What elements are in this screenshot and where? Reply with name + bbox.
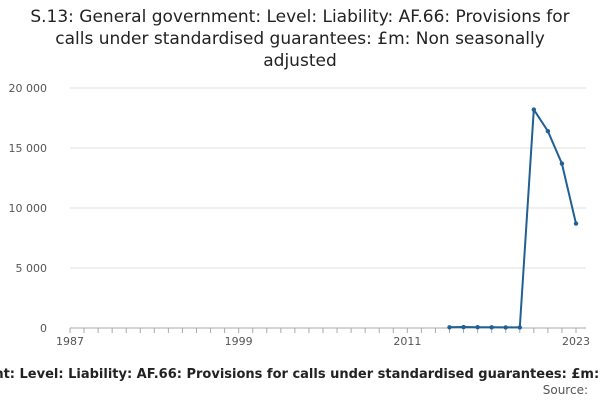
x-tick-label: 2023 — [562, 335, 590, 348]
data-point — [461, 324, 466, 330]
y-tick-label: 5 000 — [16, 262, 48, 275]
y-tick-label: 0 — [40, 322, 47, 335]
data-point — [545, 129, 551, 134]
data-point — [573, 221, 579, 226]
series-line — [448, 108, 577, 329]
data-point — [517, 325, 522, 330]
data-point — [503, 325, 508, 330]
source-label: Source: — [542, 383, 588, 397]
data-point — [447, 325, 452, 330]
x-tick-label: 1999 — [225, 335, 253, 348]
y-tick-label: 20 000 — [9, 82, 48, 95]
x-tick-label: 1987 — [56, 335, 84, 348]
y-tick-label: 15 000 — [9, 142, 48, 155]
x-tick-label: 2011 — [393, 335, 421, 348]
data-point — [475, 324, 480, 330]
data-point — [489, 325, 494, 330]
chart-caption: S.13: General government: Level: Liabili… — [0, 367, 600, 385]
y-tick-label: 10 000 — [9, 202, 48, 215]
data-point — [559, 161, 565, 166]
chart-caption-text: S.13: General government: Level: Liabili… — [0, 367, 600, 382]
data-point — [531, 107, 537, 112]
chart-title: S.13: General government: Level: Liabili… — [30, 7, 570, 71]
